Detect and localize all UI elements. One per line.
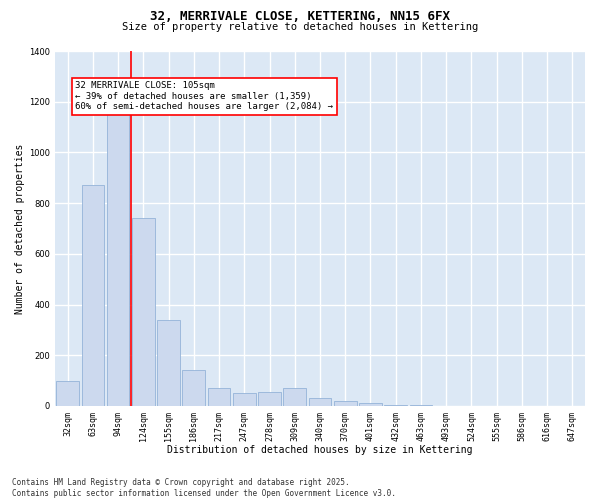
Text: 32 MERRIVALE CLOSE: 105sqm
← 39% of detached houses are smaller (1,359)
60% of s: 32 MERRIVALE CLOSE: 105sqm ← 39% of deta… bbox=[75, 82, 333, 111]
Y-axis label: Number of detached properties: Number of detached properties bbox=[15, 144, 25, 314]
Bar bbox=[308, 398, 331, 406]
Text: 32, MERRIVALE CLOSE, KETTERING, NN15 6FX: 32, MERRIVALE CLOSE, KETTERING, NN15 6FX bbox=[150, 10, 450, 23]
Bar bbox=[283, 388, 306, 406]
Bar bbox=[334, 401, 356, 406]
Bar bbox=[233, 394, 256, 406]
Bar bbox=[157, 320, 180, 406]
Bar bbox=[258, 392, 281, 406]
Text: Size of property relative to detached houses in Kettering: Size of property relative to detached ho… bbox=[122, 22, 478, 32]
Bar bbox=[56, 380, 79, 406]
X-axis label: Distribution of detached houses by size in Kettering: Distribution of detached houses by size … bbox=[167, 445, 473, 455]
Bar bbox=[82, 186, 104, 406]
Bar bbox=[132, 218, 155, 406]
Bar bbox=[107, 114, 130, 406]
Bar bbox=[385, 404, 407, 406]
Text: Contains HM Land Registry data © Crown copyright and database right 2025.
Contai: Contains HM Land Registry data © Crown c… bbox=[12, 478, 396, 498]
Bar bbox=[182, 370, 205, 406]
Bar bbox=[359, 404, 382, 406]
Bar bbox=[208, 388, 230, 406]
